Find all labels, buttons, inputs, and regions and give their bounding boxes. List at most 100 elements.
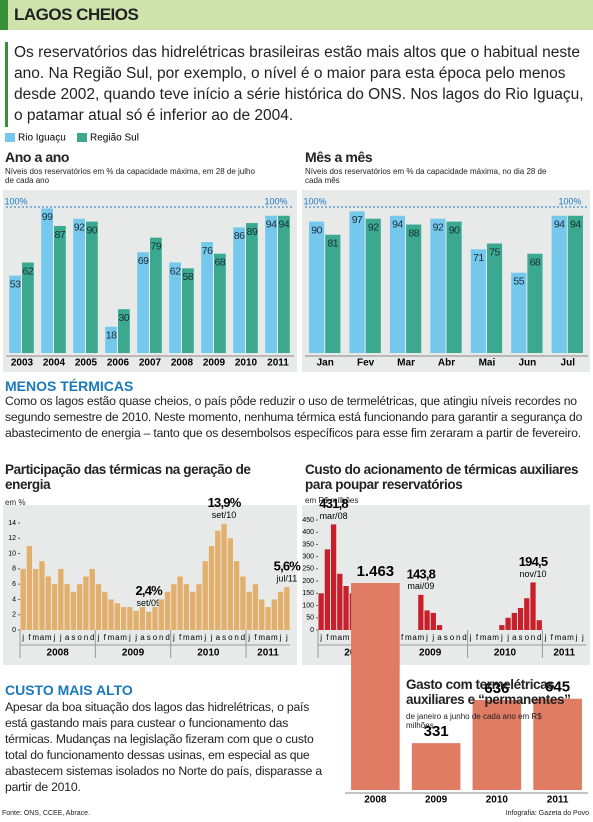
bar [430, 612, 436, 630]
chart-title: Participação das térmicas na geração de … [5, 462, 251, 492]
x-tick-label: j [319, 633, 322, 642]
x-tick-label: j [500, 633, 503, 642]
value-label: 94 [554, 219, 565, 231]
value-label: 71 [473, 252, 484, 264]
x-tick-label: n [531, 633, 535, 642]
chart-subtitle: Níveis dos reservatórios em % da capacid… [5, 167, 255, 185]
x-tick-label: a [512, 633, 517, 642]
chart-title: Gasto com termelétricas auxiliares e “pe… [406, 677, 571, 707]
x-tick-label: o [77, 633, 82, 642]
y-tick-label: 14 [8, 520, 16, 527]
y-tick-label: 0 [12, 627, 16, 634]
x-tick-label: m [418, 633, 425, 642]
value-label: 143,8 [407, 566, 436, 581]
value-label: 62 [170, 265, 181, 277]
bar [318, 593, 324, 630]
chart-subtitle: Níveis dos reservatórios em % da capacid… [305, 167, 547, 185]
value-label: 53 [10, 278, 21, 290]
x-tick-label: a [437, 633, 442, 642]
section-heading: MENOS TÉRMICAS [5, 378, 134, 394]
value-label: 194,5 [519, 554, 548, 569]
x-tick-label: m [183, 633, 190, 642]
x-tick-label: j [97, 633, 100, 642]
x-tick-label: 2009 [425, 795, 448, 806]
title: LAGOS CHEIOS [14, 5, 139, 24]
bar [430, 218, 446, 353]
value-label: 81 [327, 238, 338, 250]
x-tick-label: m [343, 633, 350, 642]
value-label: 90 [87, 224, 98, 236]
chart-subtitle: de janeiro a junho de cada ano em R$ mil… [406, 712, 542, 730]
bar [533, 698, 582, 790]
value-label: 58 [183, 271, 194, 283]
x-tick-label: n [234, 633, 238, 642]
bar [202, 561, 208, 630]
x-tick-label: m [330, 633, 337, 642]
x-tick-label: j [247, 633, 250, 642]
x-tick-label: f [401, 633, 404, 642]
value-label: 94 [570, 219, 581, 231]
value-label: 89 [247, 226, 258, 238]
x-tick-label: a [412, 633, 417, 642]
x-tick-label: Mar [397, 358, 415, 369]
x-tick-label: d [241, 633, 245, 642]
bar [214, 253, 226, 353]
x-tick-label: j [506, 633, 509, 642]
bar [505, 617, 511, 630]
bar [105, 326, 117, 353]
value-label: 62 [23, 265, 34, 277]
legend-label: Rio Iguaçu [18, 133, 66, 144]
x-tick-label: a [338, 633, 343, 642]
x-tick-label: j [128, 633, 131, 642]
bar [95, 584, 102, 630]
x-tick-label: 2006 [107, 358, 130, 369]
bar [86, 221, 98, 353]
value-label: 5,6% [274, 559, 302, 574]
legend-swatch [5, 133, 15, 142]
value-sublabel: nov/10 [520, 569, 547, 579]
x-tick-label: 2011 [267, 358, 289, 369]
x-tick-label: s [444, 633, 448, 642]
value-label: 97 [352, 214, 363, 226]
x-tick-label: j [544, 633, 547, 642]
bar [567, 215, 583, 353]
x-tick-label: 2010 [235, 358, 258, 369]
y-tick-label: 2 [12, 612, 16, 619]
bar [83, 576, 89, 630]
bar [39, 561, 45, 630]
x-tick-label: m [492, 633, 499, 642]
value-label: 30 [119, 312, 130, 324]
x-tick-label: 2005 [75, 358, 98, 369]
bar [150, 237, 162, 353]
bar [152, 607, 158, 630]
bar [76, 584, 83, 630]
value-label: 68 [215, 257, 226, 269]
y-tick-label: 6 [12, 581, 16, 588]
x-tick-label: 2011 [547, 795, 569, 806]
section-heading: CUSTO MAIS ALTO [5, 682, 133, 698]
bar [54, 225, 66, 353]
bar [309, 221, 325, 353]
bar [470, 249, 486, 353]
bar [137, 252, 149, 353]
x-group-label: 2010 [197, 648, 220, 659]
x-tick-label: a [115, 633, 120, 642]
x-tick-label: m [555, 633, 562, 642]
value-label: 645 [545, 679, 570, 696]
x-group-label: 2008 [47, 648, 70, 659]
y-tick-label: 100% [264, 196, 287, 206]
x-tick-label: s [222, 633, 226, 642]
x-tick-label: m [108, 633, 115, 642]
y-tick-label: 100% [558, 196, 581, 206]
value-label: 94 [392, 219, 403, 231]
bar [277, 591, 284, 630]
chart-title: Custo do acionamento de térmicas auxilia… [305, 462, 579, 492]
panel [302, 190, 590, 372]
x-tick-label: f [476, 633, 479, 642]
x-tick-label: f [28, 633, 31, 642]
x-group-label: 2010 [494, 648, 517, 659]
bar [536, 620, 542, 630]
x-tick-label: o [450, 633, 455, 642]
x-tick-label: a [266, 633, 271, 642]
value-label: 636 [484, 680, 509, 697]
